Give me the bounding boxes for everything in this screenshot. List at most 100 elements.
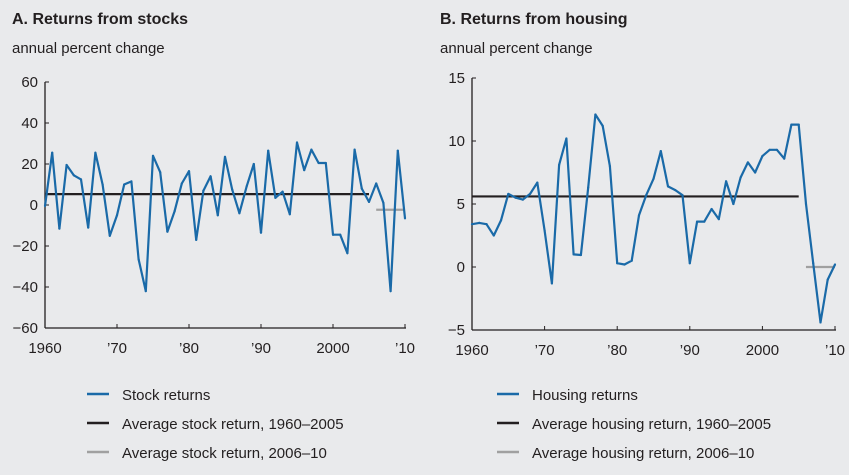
data-point — [732, 202, 735, 206]
data-point — [725, 180, 728, 183]
x-tick-label: ’80 — [179, 340, 199, 357]
data-point — [353, 148, 356, 151]
legend-entry: Average stock return, 2006–10 — [122, 445, 327, 462]
returns-series-line — [471, 113, 836, 324]
data-point — [601, 124, 604, 127]
data-point — [180, 182, 183, 185]
data-point — [267, 149, 270, 152]
x-tick-label: ’10 — [395, 340, 415, 357]
data-point — [58, 227, 61, 230]
data-point — [558, 163, 561, 167]
data-point — [144, 290, 147, 293]
data-point — [478, 221, 481, 224]
data-point — [514, 196, 517, 199]
x-tick-label: ’90 — [680, 342, 700, 359]
data-point — [637, 214, 641, 217]
y-tick-label: 20 — [21, 156, 38, 173]
data-point — [396, 149, 399, 152]
data-point — [115, 214, 119, 217]
data-point — [216, 214, 219, 217]
x-tick-label: 2000 — [316, 340, 349, 357]
legend-entry: Stock returns — [122, 387, 210, 404]
data-point — [681, 194, 684, 197]
data-point — [87, 226, 90, 229]
data-point — [826, 278, 829, 281]
x-tick-label: ’90 — [251, 340, 271, 357]
data-point — [688, 262, 691, 265]
data-point — [187, 170, 191, 173]
data-point — [616, 262, 619, 265]
x-tick-label: ’70 — [107, 340, 127, 357]
y-tick-label: 10 — [448, 133, 465, 150]
data-point — [754, 171, 757, 174]
panel-stocks: A. Returns from stocks annual percent cha… — [12, 11, 415, 462]
data-point — [746, 161, 749, 164]
data-point — [594, 113, 597, 116]
data-point — [101, 183, 104, 186]
data-point — [775, 148, 779, 151]
data-point — [137, 258, 140, 261]
data-point — [739, 176, 742, 179]
data-point — [274, 196, 277, 199]
data-point — [51, 151, 54, 154]
y-tick-label: 0 — [30, 197, 38, 214]
data-point — [783, 157, 786, 160]
data-point — [812, 262, 815, 265]
data-point — [499, 219, 503, 222]
y-tick-label: 60 — [21, 74, 38, 91]
data-point — [768, 148, 771, 151]
data-point — [630, 259, 633, 262]
data-point — [659, 149, 662, 153]
data-point — [223, 155, 227, 158]
data-point — [565, 137, 568, 140]
data-point — [470, 223, 474, 226]
data-point — [295, 141, 299, 144]
data-point — [579, 253, 583, 257]
panel-title: B. Returns from housing — [440, 11, 628, 28]
returns-series-line — [43, 141, 407, 293]
data-point — [79, 178, 83, 181]
y-tick-label: −40 — [13, 279, 38, 296]
data-point — [382, 201, 385, 205]
legend-entry: Average stock return, 1960–2005 — [122, 416, 344, 433]
data-point — [130, 180, 133, 183]
data-point — [521, 198, 524, 201]
y-tick-label: 15 — [448, 70, 465, 87]
data-point — [259, 231, 263, 234]
data-point — [123, 183, 126, 186]
data-point — [245, 185, 248, 188]
data-point — [195, 238, 198, 241]
data-point — [587, 186, 590, 189]
data-point — [666, 185, 670, 188]
data-point — [492, 234, 495, 237]
data-point — [324, 161, 327, 165]
data-point — [550, 282, 553, 285]
panel-housing: B. Returns from housing annual percent ch… — [440, 11, 845, 462]
data-point — [797, 123, 800, 126]
data-point — [108, 234, 111, 237]
data-point — [252, 162, 255, 166]
data-point — [608, 165, 612, 168]
data-point — [94, 151, 97, 154]
data-point — [389, 290, 392, 293]
y-tick-label: −60 — [13, 320, 38, 337]
data-point — [623, 263, 626, 266]
y-tick-label: 0 — [457, 259, 465, 276]
data-point — [151, 154, 155, 157]
data-point — [717, 218, 720, 221]
data-point — [761, 155, 764, 158]
data-point — [43, 204, 47, 208]
x-tick-label: ’10 — [825, 342, 845, 359]
data-point — [231, 188, 234, 191]
data-point — [360, 187, 363, 190]
data-point — [790, 123, 793, 126]
data-point — [833, 263, 837, 266]
data-point — [536, 181, 539, 184]
panel-title: A. Returns from stocks — [12, 11, 188, 28]
legend-entry: Average housing return, 2006–10 — [532, 445, 754, 462]
data-point — [72, 174, 75, 177]
data-point — [209, 175, 212, 178]
data-point — [703, 220, 706, 223]
data-point — [674, 189, 677, 192]
legend-entry: Average housing return, 1960–2005 — [532, 416, 771, 433]
